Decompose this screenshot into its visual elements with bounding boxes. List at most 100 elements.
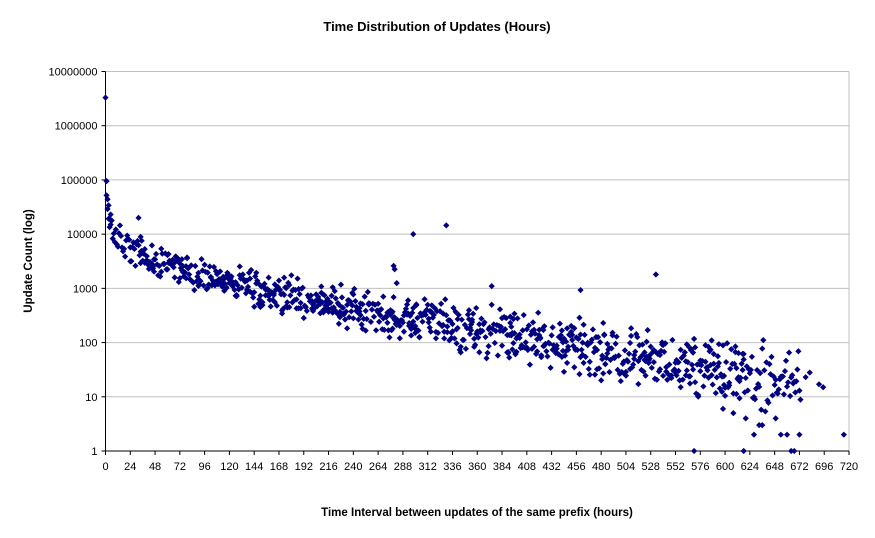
data-point <box>143 253 150 260</box>
data-point <box>531 330 539 337</box>
data-point <box>650 346 657 354</box>
data-point <box>683 367 690 374</box>
data-point <box>340 311 348 318</box>
data-point <box>390 293 397 301</box>
data-point <box>201 261 208 268</box>
data-point <box>302 304 309 311</box>
data-point <box>349 302 356 309</box>
data-point <box>767 371 774 378</box>
data-point <box>396 322 403 330</box>
data-point <box>449 328 456 335</box>
data-point <box>213 270 221 278</box>
data-point <box>288 272 295 279</box>
data-point <box>199 267 206 274</box>
data-point <box>700 383 707 390</box>
data-point <box>558 327 566 334</box>
x-tick-label: 720 <box>840 461 858 473</box>
data-point <box>719 342 727 349</box>
data-point <box>565 343 572 350</box>
data-point <box>772 376 779 383</box>
data-point <box>685 343 693 351</box>
data-point <box>321 292 328 299</box>
chart-title: Time Distribution of Updates (Hours) <box>323 19 550 34</box>
data-point <box>148 260 156 268</box>
x-tick-label: 384 <box>493 461 511 473</box>
data-point <box>526 361 534 368</box>
data-point <box>628 325 635 332</box>
data-point <box>502 326 509 333</box>
data-point <box>733 365 740 372</box>
data-point <box>691 335 698 342</box>
data-point <box>284 299 291 306</box>
data-point <box>200 282 207 289</box>
data-point <box>108 217 115 224</box>
data-point <box>497 323 505 330</box>
data-point <box>726 379 733 386</box>
data-point <box>430 311 437 318</box>
y-tick-label: 10 <box>85 392 97 404</box>
data-point <box>815 381 823 388</box>
data-point <box>259 299 266 306</box>
data-point <box>630 361 637 368</box>
data-point <box>590 349 598 356</box>
data-point <box>588 336 595 343</box>
data-point <box>194 273 201 280</box>
data-point <box>361 293 368 300</box>
data-point <box>563 325 571 332</box>
data-point <box>571 325 578 332</box>
data-point <box>413 301 420 308</box>
data-point <box>103 192 110 199</box>
data-point <box>646 355 653 362</box>
data-point <box>204 269 211 276</box>
data-point <box>251 289 258 296</box>
data-point <box>697 368 704 375</box>
data-point <box>639 341 646 348</box>
data-point <box>586 358 593 365</box>
data-point <box>267 303 274 310</box>
data-point <box>761 367 768 374</box>
data-point <box>744 387 751 394</box>
data-point <box>214 279 222 286</box>
data-point <box>348 308 355 315</box>
data-point <box>560 335 568 342</box>
data-point <box>840 431 847 438</box>
data-point <box>641 349 648 356</box>
data-point <box>523 344 530 351</box>
data-point <box>613 333 620 340</box>
data-point <box>656 351 664 359</box>
data-point <box>536 332 543 339</box>
data-point <box>559 339 567 346</box>
data-point <box>198 256 205 263</box>
data-point <box>752 385 760 392</box>
data-point <box>617 377 624 385</box>
data-point <box>371 301 379 308</box>
data-point <box>419 318 426 325</box>
tick-labels: 1 10 100 1000 10000 100000 1000000 10000000 0 24 4… <box>49 67 859 474</box>
x-tick-label: 72 <box>174 461 186 473</box>
data-point <box>671 366 678 373</box>
data-point <box>191 287 198 294</box>
data-point <box>496 327 504 334</box>
data-point <box>293 296 300 303</box>
data-point <box>341 316 349 323</box>
data-point <box>786 349 793 356</box>
data-point <box>730 410 737 417</box>
data-point <box>556 320 563 327</box>
data-point <box>680 352 687 359</box>
data-point <box>276 286 284 293</box>
data-point <box>154 261 161 268</box>
data-point <box>425 315 432 322</box>
data-point <box>283 285 290 292</box>
data-point <box>599 352 606 359</box>
data-point <box>441 328 448 335</box>
data-point <box>548 332 555 339</box>
data-point <box>619 360 626 367</box>
data-point <box>244 283 252 290</box>
data-point <box>511 329 518 337</box>
data-point <box>409 309 416 316</box>
data-point <box>541 323 548 330</box>
data-point <box>299 284 306 291</box>
data-point <box>238 284 245 291</box>
y-tick-label: 1000 <box>73 283 97 295</box>
data-point <box>721 392 729 399</box>
